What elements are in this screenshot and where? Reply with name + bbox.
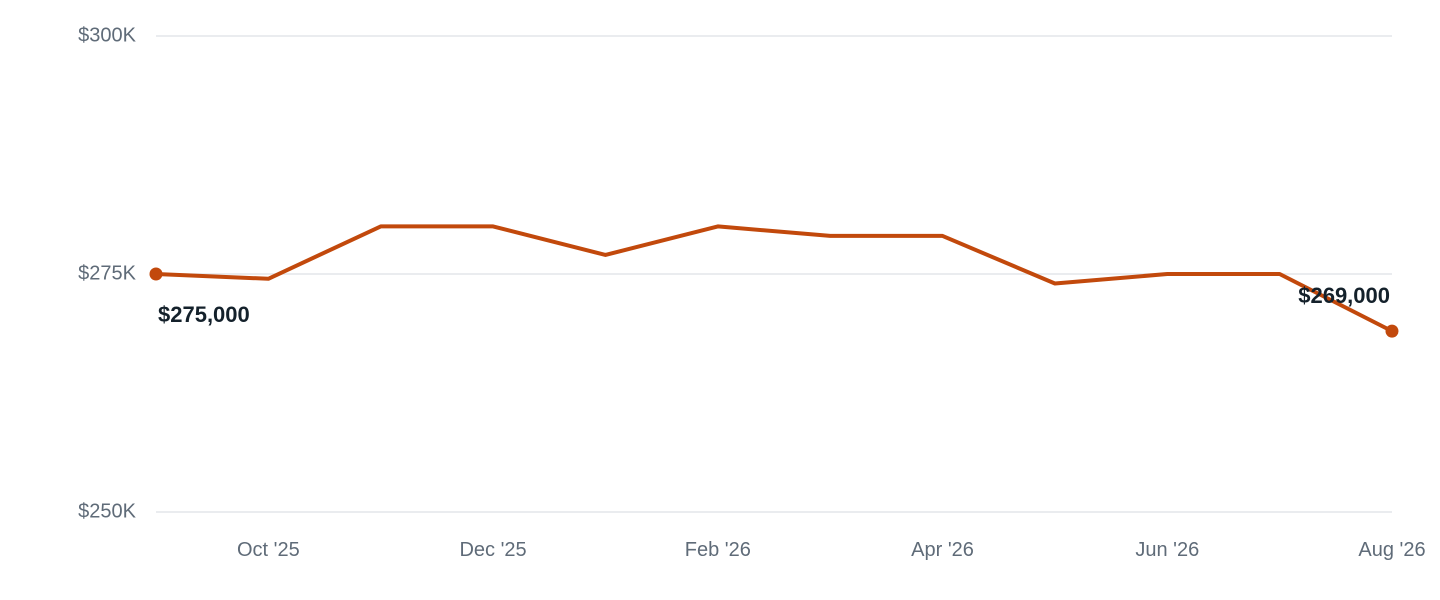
data-label: $275,000 — [158, 302, 250, 327]
x-tick-label: Feb '26 — [685, 539, 751, 561]
markers — [149, 267, 1399, 338]
y-tick-label: $275K — [78, 262, 136, 284]
point-marker — [149, 267, 163, 281]
x-tick-label: Apr '26 — [911, 539, 974, 561]
data-labels: $275,000 $269,000 — [158, 283, 1390, 327]
y-tick-label: $300K — [78, 24, 136, 46]
x-tick-label: Jun '26 — [1135, 539, 1199, 561]
x-tick-label: Aug '26 — [1358, 539, 1425, 561]
x-tick-label: Dec '25 — [459, 539, 526, 561]
series-layer — [154, 224, 1394, 334]
x-tick-label: Oct '25 — [237, 539, 300, 561]
point-marker — [1385, 324, 1399, 338]
data-label: $269,000 — [1298, 283, 1390, 308]
y-tick-label: $250K — [78, 500, 136, 522]
series-line — [154, 224, 1394, 334]
y-axis: $300K $275K $250K — [78, 24, 136, 522]
x-axis: Oct '25 Dec '25 Feb '26 Apr '26 Jun '26 Aug '… — [237, 539, 1426, 561]
